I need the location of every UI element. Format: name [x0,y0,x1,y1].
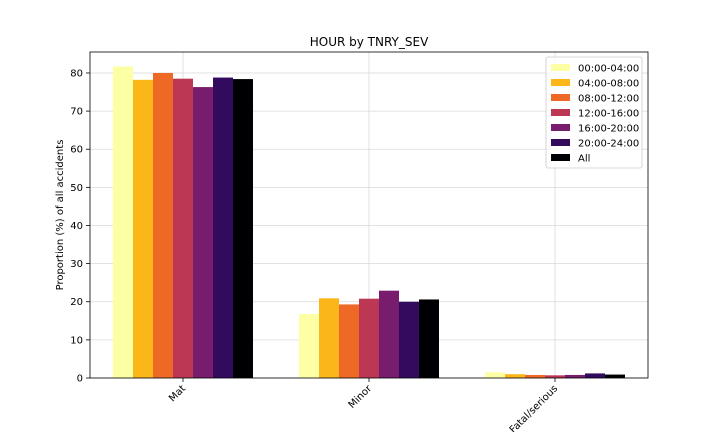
bars-layer [113,66,625,378]
legend-swatch [551,154,570,161]
legend-label: 20:00-24:00 [578,139,639,150]
bar [339,304,359,378]
legend-swatch [551,139,570,146]
legend-swatch [551,109,570,116]
y-axis-label: Proportion (%) of all accidents [55,140,66,291]
legend-label: 08:00-12:00 [578,94,639,105]
bar [419,299,439,378]
bar [213,77,233,378]
legend-label: 00:00-04:00 [578,64,639,75]
bar [113,66,133,378]
legend-label: 12:00-16:00 [578,109,639,120]
y-tick-label: 30 [70,259,83,270]
legend-swatch [551,64,570,71]
x-tick-label: Mat [167,383,188,404]
bar [485,372,505,378]
y-tick-label: 0 [77,374,83,385]
legend-label: 16:00-20:00 [578,124,639,135]
y-tick-label: 10 [70,335,83,346]
y-tick-label: 70 [70,107,83,118]
bar [233,79,253,378]
bar [605,374,625,378]
bar [299,313,319,378]
x-tick-label: Minor [347,383,375,411]
bar [379,290,399,378]
bar [525,374,545,378]
bar [153,72,173,378]
bar [505,374,525,378]
y-tick-label: 40 [70,221,83,232]
legend-swatch [551,124,570,131]
x-tick-label: Fatal/serious [508,383,560,432]
bar [585,373,605,378]
bar [173,78,193,378]
bar [545,375,565,378]
y-tick-label: 80 [70,68,83,79]
legend-label: 04:00-08:00 [578,79,639,90]
legend-swatch [551,94,570,101]
plot-frame [89,51,649,379]
y-tick-label: 60 [70,145,83,156]
bar [193,87,213,378]
legend-swatch [551,79,570,86]
bar [399,301,419,378]
y-tick-label: 20 [70,297,83,308]
bar [319,298,339,378]
bar [133,79,153,378]
bar [565,374,585,378]
bar [359,298,379,378]
y-tick-label: 50 [70,183,83,194]
legend: 00:00-04:00 04:00-08:00 08:00-12:00 12:00-1… [545,56,643,169]
chart-title: HOUR by TNRY_SEV [310,35,429,49]
legend-label: All [578,154,590,165]
